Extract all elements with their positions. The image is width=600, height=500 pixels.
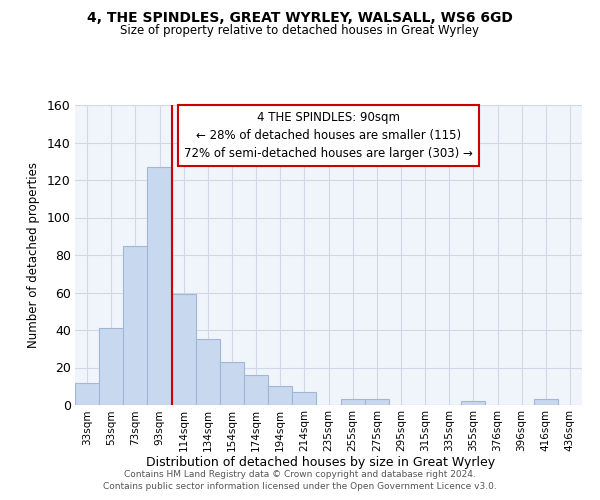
Bar (196, 340, 220, 405)
Bar (341, 400, 365, 405)
Bar (365, 400, 389, 405)
Bar (75, 382, 99, 405)
Bar (461, 401, 485, 405)
Text: Distribution of detached houses by size in Great Wyrley: Distribution of detached houses by size … (146, 456, 496, 469)
Text: Contains HM Land Registry data © Crown copyright and database right 2024.
Contai: Contains HM Land Registry data © Crown c… (103, 470, 497, 491)
Y-axis label: Number of detached properties: Number of detached properties (27, 162, 40, 348)
Bar (220, 362, 244, 405)
Bar (99, 328, 123, 405)
Bar (172, 294, 196, 405)
Bar (268, 386, 292, 405)
Bar (123, 246, 148, 405)
Text: 4 THE SPINDLES: 90sqm
← 28% of detached houses are smaller (115)
72% of semi-det: 4 THE SPINDLES: 90sqm ← 28% of detached … (184, 111, 473, 160)
Bar (148, 167, 172, 405)
Text: Size of property relative to detached houses in Great Wyrley: Size of property relative to detached ho… (121, 24, 479, 37)
Bar (292, 392, 316, 405)
Bar (244, 375, 268, 405)
Text: 4, THE SPINDLES, GREAT WYRLEY, WALSALL, WS6 6GD: 4, THE SPINDLES, GREAT WYRLEY, WALSALL, … (87, 11, 513, 25)
Bar (534, 400, 558, 405)
